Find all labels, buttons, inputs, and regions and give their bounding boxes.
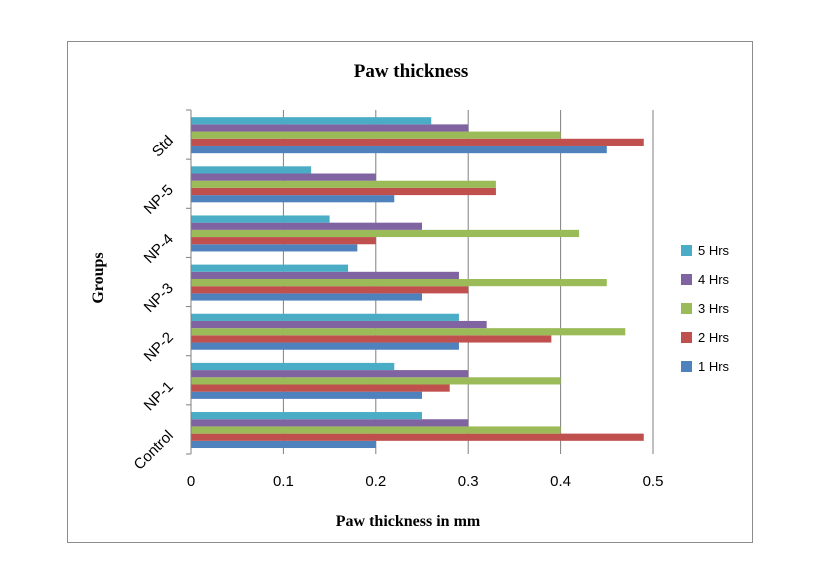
bar <box>191 328 626 336</box>
bar <box>191 370 469 378</box>
bar <box>191 195 395 203</box>
y-tick-label: NP-1 <box>141 378 177 414</box>
bar <box>191 377 561 385</box>
bar <box>191 222 422 230</box>
x-tick-label: 0.1 <box>273 473 294 490</box>
legend-swatch <box>681 245 692 256</box>
bar <box>191 229 580 238</box>
bar <box>191 279 607 287</box>
bar <box>191 124 469 132</box>
x-axis-label: Paw thickness in mm <box>336 513 481 530</box>
bar <box>191 173 376 181</box>
bar <box>191 145 607 154</box>
y-tick-label: Std <box>149 132 177 160</box>
legend: 5 Hrs 4 Hrs 3 Hrs 2 Hrs 1 Hrs <box>681 243 730 374</box>
bar <box>191 440 376 449</box>
bar <box>191 433 644 441</box>
x-tick-label: 0.3 <box>458 473 479 490</box>
bar <box>191 271 459 279</box>
bar <box>191 166 312 174</box>
bar <box>191 313 459 321</box>
legend-label: 1 Hrs <box>698 359 730 374</box>
bars <box>191 117 644 449</box>
x-tick-label: 0.2 <box>365 473 386 490</box>
x-tick-label: 0.5 <box>643 473 664 490</box>
bar <box>191 215 330 223</box>
bar <box>191 426 561 434</box>
bar <box>191 286 469 294</box>
legend-swatch <box>681 274 692 285</box>
bar <box>191 342 459 350</box>
bar <box>191 264 349 272</box>
bar <box>191 138 644 146</box>
bar <box>191 293 422 301</box>
bar <box>191 320 487 329</box>
chart-title: Paw thickness <box>354 61 469 82</box>
legend-label: 5 Hrs <box>698 243 730 258</box>
bar <box>191 117 432 125</box>
y-tick-label: NP-2 <box>141 329 177 365</box>
legend-swatch <box>681 361 692 372</box>
legend-swatch <box>681 332 692 343</box>
bar <box>191 244 358 252</box>
legend-label: 4 Hrs <box>698 272 730 287</box>
bar <box>191 335 552 343</box>
x-tick-label: 0.4 <box>550 473 571 490</box>
legend-label: 2 Hrs <box>698 330 730 345</box>
y-tick-label: NP-5 <box>141 182 177 218</box>
x-tick-label: 0 <box>187 473 195 490</box>
legend-swatch <box>681 303 692 314</box>
bar <box>191 419 469 427</box>
bar <box>191 131 561 139</box>
legend-label: 3 Hrs <box>698 301 730 316</box>
bar <box>191 237 376 245</box>
bar <box>191 187 496 196</box>
y-tick-label: Control <box>131 427 177 473</box>
bar <box>191 180 496 188</box>
bar <box>191 412 422 420</box>
bar <box>191 391 422 399</box>
y-tick-label: NP-3 <box>141 280 177 316</box>
y-axis-label: Groups <box>90 252 107 303</box>
bar <box>191 384 450 392</box>
y-tick-label: NP-4 <box>141 231 177 267</box>
bar <box>191 362 395 371</box>
